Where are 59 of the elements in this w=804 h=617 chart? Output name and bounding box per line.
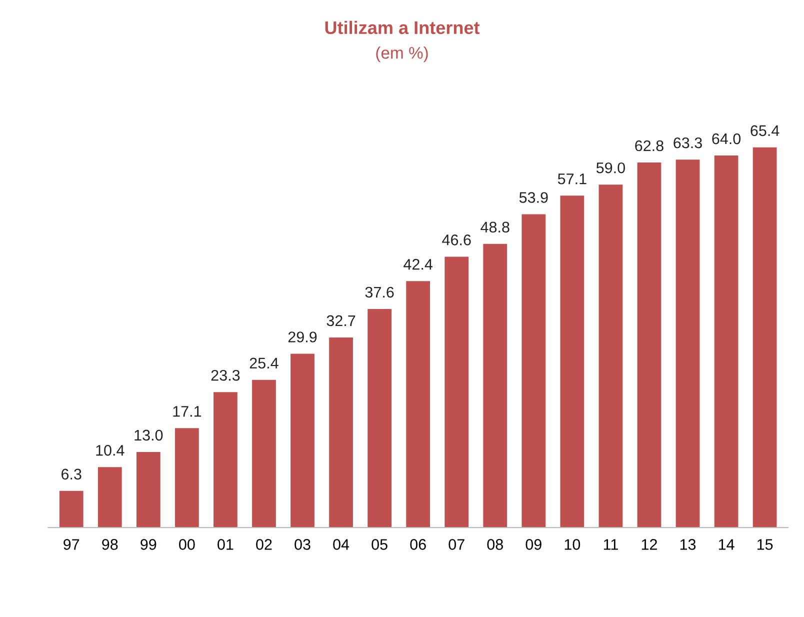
data-label: 32.7 xyxy=(326,315,356,326)
bar xyxy=(329,337,353,528)
x-tick-label: 00 xyxy=(179,539,195,550)
x-tick-label: 06 xyxy=(410,539,426,550)
x-tick-label: 12 xyxy=(642,539,657,550)
data-label: 65.4 xyxy=(750,125,780,136)
bar xyxy=(290,354,314,528)
x-tick-label: 97 xyxy=(64,539,80,550)
data-label: 42.4 xyxy=(404,258,432,270)
data-label: 25.4 xyxy=(250,358,278,369)
bar xyxy=(406,281,430,528)
data-label: 29.9 xyxy=(288,332,317,342)
x-tick-label: 09 xyxy=(526,539,542,550)
bar xyxy=(676,160,700,528)
chart-subtitle: (em %) xyxy=(376,46,428,62)
x-tick-label: 10 xyxy=(564,539,580,550)
data-label: 59.0 xyxy=(596,162,625,174)
x-tick-label: 05 xyxy=(372,539,388,550)
data-label: 48.8 xyxy=(480,222,510,233)
data-label: 64.0 xyxy=(712,133,741,144)
bar xyxy=(483,244,508,528)
data-label: 63.3 xyxy=(674,137,702,148)
data-label: 13.0 xyxy=(134,430,163,441)
data-label: 6.3 xyxy=(62,468,82,480)
bar xyxy=(98,467,122,528)
bar xyxy=(174,428,199,528)
bar xyxy=(59,490,84,528)
data-label: 17.1 xyxy=(173,406,202,417)
x-tick-label: 07 xyxy=(448,539,464,550)
bar xyxy=(252,380,276,528)
x-tick-label: 08 xyxy=(487,539,503,550)
bar xyxy=(368,308,392,528)
bar xyxy=(598,184,623,528)
bar xyxy=(444,256,469,528)
data-label: 23.3 xyxy=(211,370,240,381)
x-tick-label: 98 xyxy=(102,539,118,550)
data-label: 62.8 xyxy=(635,140,664,152)
chart-title: Utilizam a Internet xyxy=(325,20,480,34)
x-tick-label: 02 xyxy=(256,539,272,550)
data-label: 37.6 xyxy=(365,286,394,298)
bar xyxy=(714,156,738,528)
bar xyxy=(752,147,777,528)
data-label: 57.1 xyxy=(558,174,586,184)
x-tick-label: 11 xyxy=(604,539,618,550)
bar xyxy=(214,392,238,528)
bar xyxy=(136,452,160,528)
x-tick-label: 99 xyxy=(140,539,156,550)
bar xyxy=(637,162,662,528)
bar xyxy=(522,214,546,528)
x-tick-label: 15 xyxy=(757,539,773,550)
x-tick-label: 13 xyxy=(680,539,696,550)
data-label: 53.9 xyxy=(519,192,548,203)
x-tick-label: 03 xyxy=(294,539,310,550)
x-tick-label: 14 xyxy=(718,539,734,550)
bar xyxy=(560,196,584,528)
data-label: 10.4 xyxy=(96,444,124,456)
data-label: 46.6 xyxy=(442,234,471,246)
x-tick-label: 04 xyxy=(333,539,350,550)
x-tick-label: 01 xyxy=(218,539,234,550)
